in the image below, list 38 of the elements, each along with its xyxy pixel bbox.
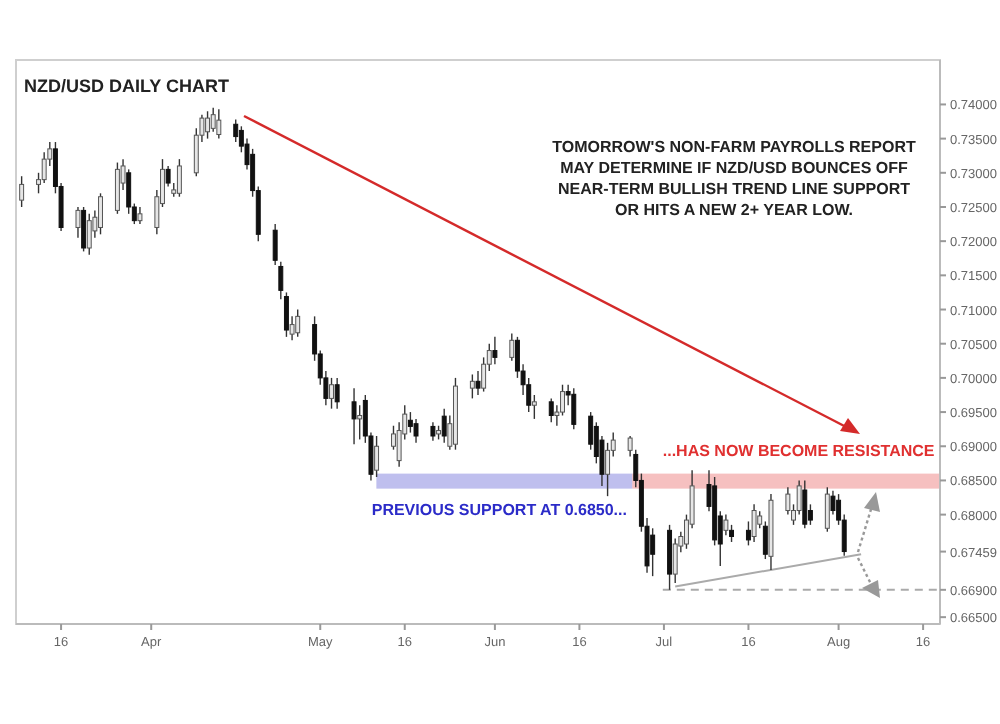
candlestick: [475, 370, 481, 396]
candlestick: [571, 387, 577, 430]
candlestick: [430, 421, 436, 442]
candlestick: [295, 308, 301, 338]
candlestick: [114, 161, 120, 215]
candlestick: [667, 524, 673, 591]
candlestick: [351, 387, 357, 445]
candlestick: [802, 479, 808, 529]
candlestick: [672, 537, 678, 584]
candlestick: [75, 206, 81, 239]
candlestick: [86, 213, 92, 256]
candlestick: [441, 407, 447, 444]
candlestick: [751, 503, 757, 543]
text: NZD/USD DAILY CHART: [24, 76, 231, 96]
candlestick: [650, 527, 656, 577]
candlestick: [81, 206, 87, 253]
candlestick: [492, 336, 498, 365]
candlestick: [216, 108, 222, 140]
candlestick: [19, 175, 25, 208]
candlestick: [548, 397, 554, 424]
candlestick: [469, 373, 475, 400]
candlestick: [334, 377, 340, 410]
candlestick: [357, 404, 363, 441]
candlestick: [413, 418, 419, 444]
annotation: TOMORROW'S NON-FARM PAYROLLS REPORT MAY DETERMINE IF NZD/USD BOUNCES OFF NEAR-TERM BULLISH TREND LINE SUPPORT OR HITS A NEW 2+ YEAR LOW.: [552, 138, 916, 219]
candlestick: [374, 435, 380, 478]
band-label: PREVIOUS SUPPORT AT 0.6850...: [371, 500, 627, 519]
candlestick: [205, 110, 211, 140]
candlestick: [98, 192, 103, 236]
candlestick: [329, 377, 334, 410]
candlestick: [824, 486, 830, 533]
candlestick: [509, 332, 515, 362]
candlestick: [210, 107, 216, 133]
candlestick: [531, 394, 537, 420]
candlestick: [176, 158, 182, 198]
candlestick: [272, 223, 278, 266]
legend-label: ...HAS NOW BECOME RESISTANCE: [662, 441, 936, 460]
candlestick: [723, 513, 729, 536]
